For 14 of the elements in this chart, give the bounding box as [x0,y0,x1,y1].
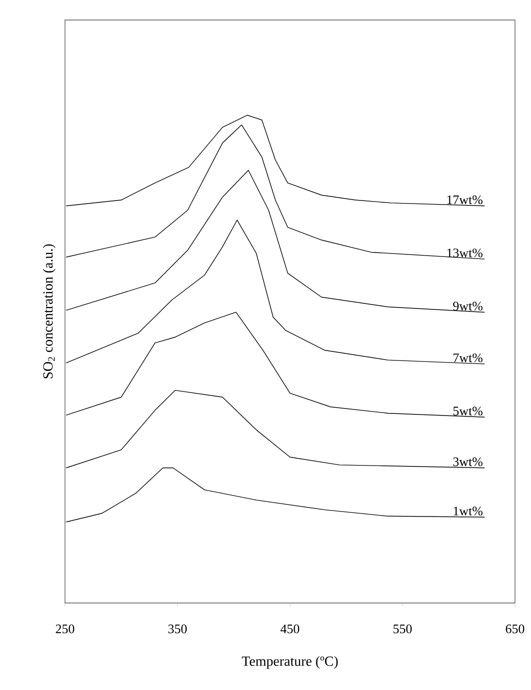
series-label: 7wt% [454,353,482,362]
series-label: 13wt% [447,248,482,258]
series-label: 1wt% [454,506,482,516]
series-label: 17wt% [447,195,482,204]
series-label: 9wt% [453,302,482,311]
x-tick-label: 650 [506,624,524,634]
x-tick-label: 450 [280,624,300,634]
series-label: 5wt% [453,406,482,416]
x-tick-label: 550 [394,624,412,634]
x-tick-label: 350 [168,624,187,634]
series-label: 3wt% [453,457,482,466]
y-axis-title: SO$_{2}$ concentration (a.u.) [42,244,56,378]
x-tick-label: 250 [56,624,74,634]
x-axis-title: Temperature (ºC) [242,656,338,669]
